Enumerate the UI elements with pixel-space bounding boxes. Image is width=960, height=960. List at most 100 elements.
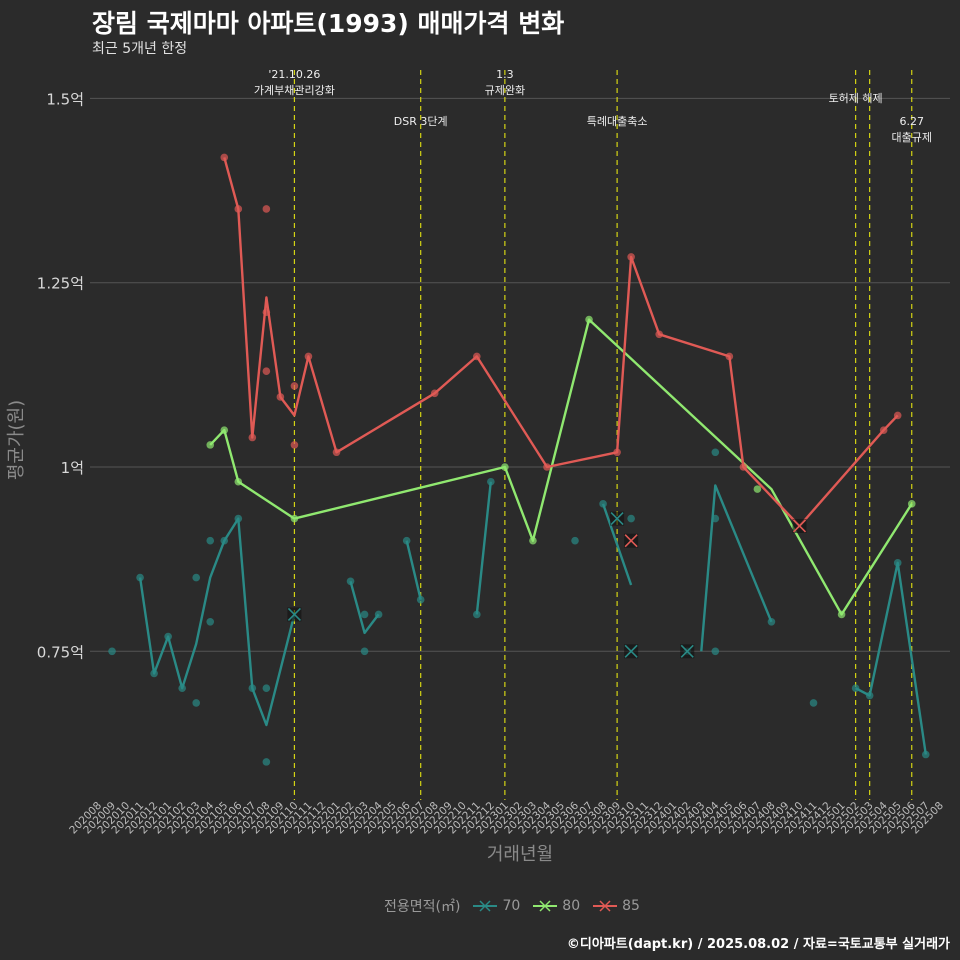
event-annotation: 토허제 해제 xyxy=(829,91,883,105)
event-annotation: 가계부채관리강화 xyxy=(254,84,335,97)
data-point-85 xyxy=(290,441,299,449)
data-point-70 xyxy=(164,632,172,641)
data-point-80 xyxy=(234,477,243,486)
data-point-70 xyxy=(206,536,215,545)
event-annotation: DSR 3단계 xyxy=(394,115,448,128)
legend-item-85: 85 xyxy=(592,898,640,914)
chart-subtitle: 최근 5개년 한정 xyxy=(92,41,188,57)
series-lines xyxy=(138,157,927,755)
event-annotation: 대출규제 xyxy=(891,131,931,144)
legend-swatch-70 xyxy=(473,900,498,912)
data-point-80 xyxy=(585,315,593,324)
axis-labels: 0.75억1억1.25억1.5억202008202009202010202011… xyxy=(37,90,946,836)
data-point-80 xyxy=(290,514,299,523)
data-point-70 xyxy=(487,477,495,486)
data-point-85 xyxy=(627,253,635,261)
data-point-70 xyxy=(865,691,874,700)
data-point-70 xyxy=(767,618,776,626)
legend-item-80: 80 xyxy=(532,898,580,914)
data-point-70 xyxy=(262,758,271,766)
y-tick-label: 1억 xyxy=(61,459,84,477)
y-tick-label: 1.25억 xyxy=(37,275,84,293)
data-point-70 xyxy=(711,647,720,656)
y-tick-label: 1.5억 xyxy=(46,90,84,108)
data-point-70 xyxy=(178,684,186,692)
y-tick-label: 0.75억 xyxy=(37,643,84,661)
data-point-70 xyxy=(206,618,215,626)
data-point-85 xyxy=(290,382,299,390)
data-point-70 xyxy=(262,684,271,692)
data-point-85 xyxy=(262,308,271,316)
data-point-80 xyxy=(837,610,846,619)
data-point-70 xyxy=(571,536,579,545)
data-point-70 xyxy=(192,573,201,582)
data-point-85 xyxy=(543,463,551,471)
event-annotation: 규제완화 xyxy=(485,84,525,97)
data-point-70 xyxy=(851,684,860,692)
chart-title: 장림 국제마마 아파트(1993) 매매가격 변화 xyxy=(92,9,565,38)
series-line-85 xyxy=(223,157,899,528)
cancelled-marker-70 xyxy=(680,644,694,658)
data-point-80 xyxy=(753,485,762,493)
x-axis-label: 거래년월 xyxy=(487,844,553,865)
data-point-85 xyxy=(430,389,439,398)
series-line-80 xyxy=(209,318,913,616)
series-points xyxy=(108,153,930,766)
data-point-70 xyxy=(108,647,116,656)
cancelled-marker-70 xyxy=(287,607,301,622)
data-point-85 xyxy=(725,352,734,361)
data-point-70 xyxy=(192,699,201,707)
data-point-70 xyxy=(921,750,930,759)
data-point-85 xyxy=(248,433,257,442)
data-point-80 xyxy=(501,463,509,471)
legend-swatch-80 xyxy=(533,900,558,912)
legend-label-70: 70 xyxy=(502,898,521,914)
data-point-85 xyxy=(262,205,271,213)
legend-item-70: 70 xyxy=(472,898,520,914)
data-point-85 xyxy=(332,448,341,457)
data-point-70 xyxy=(402,536,411,545)
data-point-70 xyxy=(374,610,383,619)
data-point-70 xyxy=(473,610,481,619)
data-point-70 xyxy=(416,595,425,604)
data-point-70 xyxy=(220,536,229,545)
data-point-70 xyxy=(360,647,369,656)
data-point-85 xyxy=(739,463,748,471)
data-point-70 xyxy=(711,448,720,457)
data-point-70 xyxy=(893,559,902,567)
data-point-85 xyxy=(473,352,481,361)
data-point-70 xyxy=(136,573,144,582)
data-point-85 xyxy=(304,352,313,361)
cancelled-marker-70 xyxy=(624,644,638,658)
legend-label-80: 80 xyxy=(562,898,581,914)
data-point-80 xyxy=(206,441,215,449)
data-point-70 xyxy=(248,684,257,692)
data-point-80 xyxy=(529,536,537,545)
data-point-70 xyxy=(346,577,355,586)
grid-layer xyxy=(90,97,950,652)
data-point-85 xyxy=(655,330,663,339)
series-line-70 xyxy=(138,481,927,755)
legend-swatch-85 xyxy=(593,900,618,912)
legend: 전용면적(㎡) 70 80 85 xyxy=(384,896,640,916)
data-point-85 xyxy=(220,153,229,162)
event-annotation: '21.10.26 xyxy=(268,68,320,81)
data-point-85 xyxy=(234,205,243,213)
data-point-70 xyxy=(627,514,635,523)
data-point-85 xyxy=(262,367,271,375)
legend-title: 전용면적(㎡) xyxy=(384,899,461,915)
data-point-85 xyxy=(879,426,888,434)
data-point-70 xyxy=(711,514,720,523)
data-point-70 xyxy=(234,514,243,523)
legend-label-85: 85 xyxy=(622,898,640,914)
data-point-70 xyxy=(150,669,158,678)
data-point-70 xyxy=(360,610,369,619)
data-point-85 xyxy=(276,393,285,401)
data-point-85 xyxy=(613,448,621,457)
data-point-85 xyxy=(893,411,902,420)
event-annotation: 특례대출축소 xyxy=(587,115,648,128)
y-axis-label: 평균가(원) xyxy=(6,400,27,480)
source-caption: ©디아파트(dapt.kr) / 2025.08.02 / 자료=국토교통부 실… xyxy=(566,937,950,952)
data-point-80 xyxy=(220,426,229,434)
